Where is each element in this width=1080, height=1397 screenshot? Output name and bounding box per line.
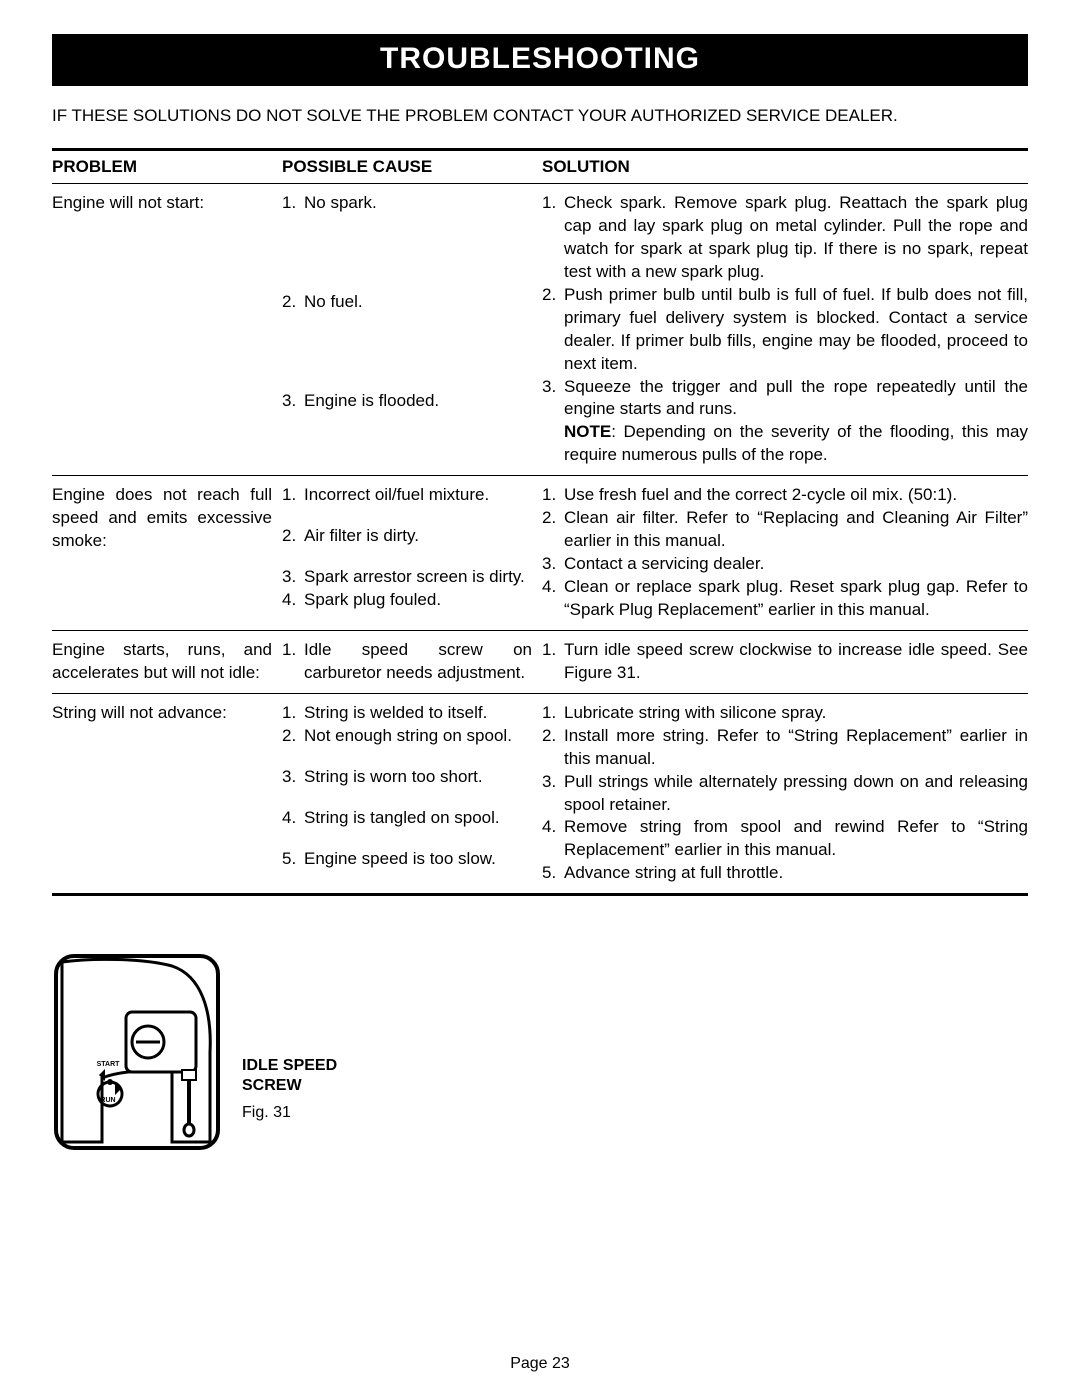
figure-idle-label-1: IDLE SPEED [242, 1056, 337, 1076]
solution-item: 1.Lubricate string with silicone spray. [542, 702, 1028, 725]
solution-item: 4.Remove string from spool and rewind Re… [542, 816, 1028, 862]
solution-item: 1.Check spark. Remove spark plug. Reatta… [542, 192, 1028, 284]
solution-item: 1.Turn idle speed screw clockwise to inc… [542, 639, 1028, 685]
problem-text: Engine does not reach full speed and emi… [52, 484, 272, 553]
table-row: Engine starts, runs, and accelerates but… [52, 631, 1028, 693]
solution-item: 3.Contact a servicing dealer. [542, 553, 1028, 576]
col-header-problem: PROBLEM [52, 157, 282, 177]
section-banner: TROUBLESHOOTING [52, 34, 1028, 86]
cause-item: 2.Air filter is dirty. [282, 525, 532, 548]
cause-item: 1.String is welded to itself. [282, 702, 532, 725]
problem-text: String will not advance: [52, 702, 272, 725]
table-header: PROBLEM POSSIBLE CAUSE SOLUTION [52, 151, 1028, 183]
rule-bottom [52, 893, 1028, 896]
solution-item: 3.Squeeze the trigger and pull the rope … [542, 376, 1028, 468]
cause-item: 3.String is worn too short. [282, 766, 532, 789]
solution-item: 3.Pull strings while alternately pressin… [542, 771, 1028, 817]
cause-item: 4.Spark plug fouled. [282, 589, 532, 612]
figure-idle-label-2: SCREW [242, 1076, 337, 1096]
cause-item: 2.Not enough string on spool. [282, 725, 532, 748]
solution-item: 2.Clean air filter. Refer to “Replacing … [542, 507, 1028, 553]
problem-text: Engine will not start: [52, 192, 272, 215]
page-number: Page 23 [0, 1355, 1080, 1373]
figure-svg: START RUN [52, 952, 222, 1152]
table-row: Engine does not reach full speed and emi… [52, 476, 1028, 630]
table-row: String will not advance: 1.String is weld… [52, 694, 1028, 894]
solution-item: 1.Use fresh fuel and the correct 2-cycle… [542, 484, 1028, 507]
figure-area: START RUN IDLE SPEED SCREW Fig. 31 [52, 952, 1028, 1152]
cause-item: 1.Idle speed screw on carburetor needs a… [282, 639, 532, 685]
solution-item: 5.Advance string at full throttle. [542, 862, 1028, 885]
cause-item: 1.Incorrect oil/fuel mixture. [282, 484, 532, 507]
solution-item: 4.Clean or replace spark plug. Reset spa… [542, 576, 1028, 622]
svg-text:START: START [97, 1061, 121, 1068]
solution-item: 2.Install more string. Refer to “String … [542, 725, 1028, 771]
solution-item: 2.Push primer bulb until bulb is full of… [542, 284, 1028, 376]
table-row: Engine will not start: 1.No spark. 2.No fu… [52, 184, 1028, 475]
intro-text: IF THESE SOLUTIONS DO NOT SOLVE THE PROB… [52, 106, 1028, 126]
table-body: Engine will not start: 1.No spark. 2.No fu… [52, 184, 1028, 893]
cause-item: 4.String is tangled on spool. [282, 807, 532, 830]
cause-item: 3.Spark arrestor screen is dirty. [282, 566, 532, 589]
cause-item: 2.No fuel. [282, 291, 532, 314]
cause-item: 3.Engine is flooded. [282, 390, 532, 413]
figure-caption: Fig. 31 [242, 1104, 337, 1122]
svg-text:RUN: RUN [100, 1097, 115, 1104]
col-header-solution: SOLUTION [542, 157, 1028, 177]
col-header-cause: POSSIBLE CAUSE [282, 157, 542, 177]
cause-item: 1.No spark. [282, 192, 532, 215]
problem-text: Engine starts, runs, and accelerates but… [52, 639, 272, 685]
cause-item: 5.Engine speed is too slow. [282, 848, 532, 871]
